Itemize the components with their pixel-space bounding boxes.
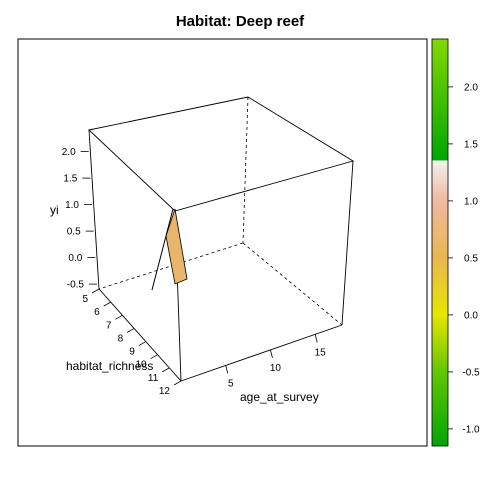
- box-hidden-edges: [98, 96, 343, 326]
- y-tick-mark: [103, 301, 111, 307]
- y-tick-mark: [173, 380, 182, 386]
- z-axis: 2.0 1.5 1.0 0.5 0.0 -0.5 yi: [50, 147, 97, 291]
- y-tick-label: 8: [118, 333, 124, 344]
- colorbar-tick-label: 1.0: [464, 196, 478, 207]
- box-edge-hidden-right: [242, 242, 343, 326]
- surface-edge: [151, 208, 174, 291]
- y-tick-label: 7: [106, 320, 112, 331]
- box-visible-edges: [88, 96, 355, 382]
- z-tick-label: 1.0: [65, 200, 79, 211]
- y-tick-mark: [150, 354, 158, 360]
- x-tick-label: 5: [228, 378, 234, 389]
- y-axis-label: habitat_richness: [66, 359, 153, 373]
- box-top-face: [88, 96, 355, 212]
- z-tick-label: 1.5: [63, 174, 77, 185]
- box-edge-hidden-left: [98, 242, 244, 290]
- y-tick-mark: [115, 314, 123, 320]
- y-tick-mark: [162, 367, 170, 373]
- z-tick-label: 0.0: [68, 253, 82, 264]
- colorbar-tick-label: 1.5: [464, 139, 478, 150]
- x-tick-label: 10: [270, 363, 282, 374]
- y-tick-label: 11: [148, 373, 159, 384]
- surface: [151, 208, 188, 291]
- plot-frame: [17, 38, 428, 447]
- box-edge-hidden-vertical: [242, 96, 249, 244]
- z-axis-label: yi: [50, 203, 59, 217]
- box-edge-left-vertical: [88, 129, 100, 290]
- box-edge-right-vertical: [341, 160, 354, 326]
- colorbar-tick-label: 0.5: [464, 253, 478, 264]
- y-tick-mark: [91, 288, 100, 294]
- z-tick-label: -0.5: [67, 280, 85, 291]
- colorbar-tick-label: 2.0: [464, 82, 478, 93]
- y-tick-mark: [138, 341, 147, 346]
- y-tick-label: 10: [135, 360, 147, 371]
- chart-title: Habitat: Deep reef: [176, 13, 305, 30]
- x-tick-mark: [314, 334, 318, 343]
- z-tick-label: 2.0: [62, 147, 76, 158]
- y-tick-label: 6: [94, 307, 100, 318]
- box-edge-bottom-left: [98, 288, 182, 382]
- surface-patch: [165, 208, 188, 285]
- y-tick-label: 9: [129, 347, 135, 358]
- y-tick-mark: [126, 328, 135, 333]
- colorbar-tick-label: -0.5: [462, 367, 480, 378]
- x-axis-label: age_at_survey: [240, 390, 319, 404]
- colorbar-tick-label: -1.0: [462, 424, 480, 435]
- x-axis: 5 10 15 age_at_survey: [225, 334, 327, 404]
- y-tick-label: 12: [159, 386, 171, 397]
- colorbar-tick-label: 0.0: [464, 310, 478, 321]
- y-tick-label: 5: [82, 294, 88, 305]
- x-tick-mark: [225, 365, 229, 374]
- x-tick-label: 15: [315, 347, 327, 358]
- colorbar: 2.0 1.5 1.0 0.5 0.0 -0.5 -1.0: [431, 38, 480, 447]
- z-tick-label: 0.5: [67, 227, 81, 238]
- colorbar-scale: [431, 38, 449, 447]
- x-tick-mark: [270, 349, 273, 358]
